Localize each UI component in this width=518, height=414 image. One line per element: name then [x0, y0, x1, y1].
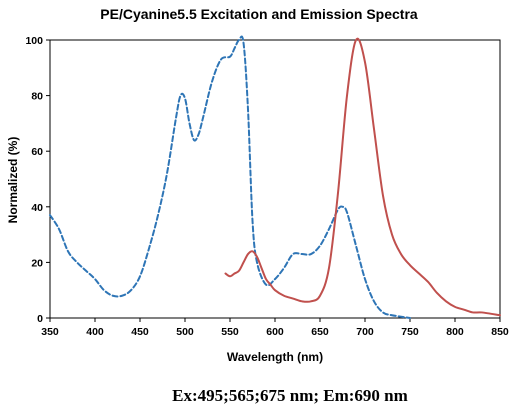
series-layer: [49, 35, 501, 319]
x-tick-label: 750: [401, 326, 419, 338]
x-tick-label: 850: [491, 326, 509, 338]
y-tick-label: 0: [37, 313, 43, 325]
y-axis-ticks: 0 20 40 60 80 100: [25, 35, 50, 325]
plot-area: [49, 39, 501, 319]
excitation-series-line: [49, 35, 411, 319]
y-tick-label: 60: [31, 146, 43, 158]
x-tick-label: 350: [41, 326, 59, 338]
x-tick-label: 550: [221, 326, 239, 338]
emission-series-line: [224, 37, 501, 317]
x-tick-label: 500: [176, 326, 194, 338]
x-tick-label: 400: [86, 326, 104, 338]
x-tick-label: 450: [131, 326, 149, 338]
chart-title: PE/Cyanine5.5 Excitation and Emission Sp…: [100, 6, 418, 22]
y-tick-label: 40: [31, 202, 43, 214]
x-tick-label: 650: [311, 326, 329, 338]
y-axis-label: Normalized (%): [6, 137, 20, 224]
y-tick-label: 80: [31, 91, 43, 103]
x-tick-label: 600: [266, 326, 284, 338]
excitation-emission-caption: Ex:495;565;675 nm; Em:690 nm: [172, 386, 408, 405]
y-tick-label: 20: [31, 257, 43, 269]
x-axis-label: Wavelength (nm): [227, 350, 323, 364]
x-tick-label: 800: [446, 326, 464, 338]
y-tick-label: 100: [25, 35, 43, 47]
x-axis-ticks: 350 400 450 500 550 600 650 700 750 800 850: [41, 318, 509, 338]
x-tick-label: 700: [356, 326, 374, 338]
